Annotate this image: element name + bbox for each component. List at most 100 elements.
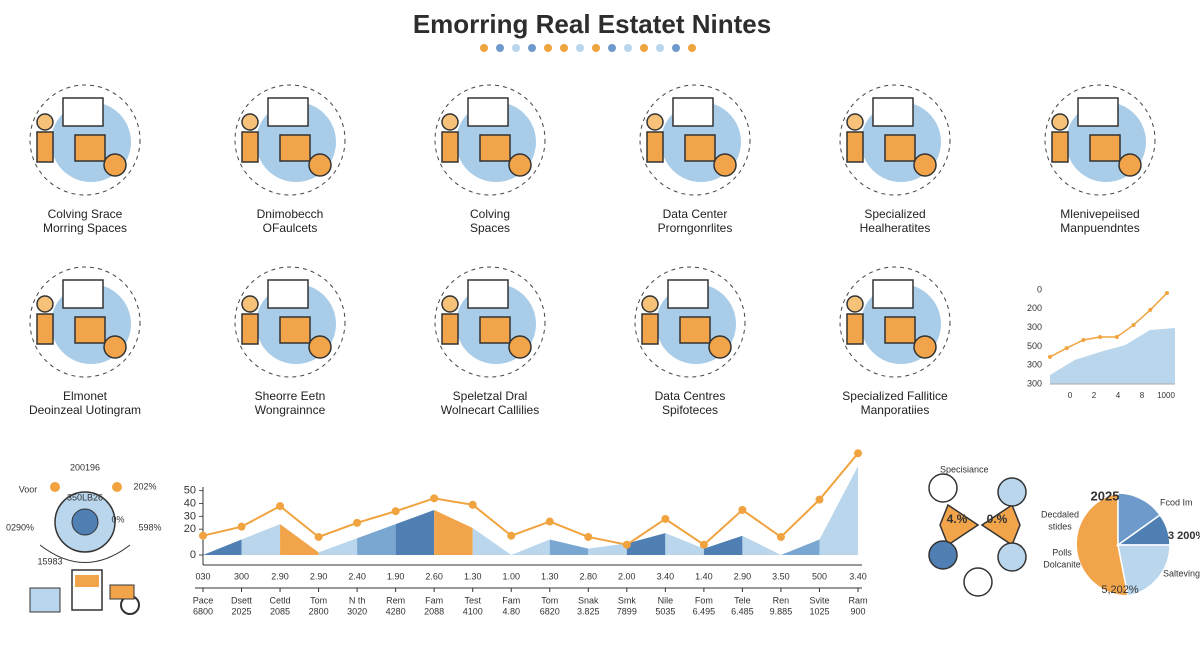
y-tick-label: 40 (184, 497, 196, 509)
category-label: 7899 (617, 606, 637, 616)
dot (496, 44, 504, 52)
node (50, 482, 60, 492)
area-segment (472, 527, 512, 555)
x-tick-label: 1.30 (541, 571, 559, 581)
dashed-ring (839, 84, 951, 196)
box (679, 316, 711, 344)
x-tick-label: 2.00 (618, 571, 636, 581)
hub-core (71, 508, 99, 536)
icon-label: Specialized (864, 207, 925, 221)
x-tick-label: 030 (195, 571, 210, 581)
dot (512, 44, 520, 52)
pie-label: 2025 (1091, 488, 1120, 503)
y-tick-label: 50 (184, 485, 196, 497)
category-label: 900 (850, 606, 865, 616)
dot (480, 44, 488, 52)
person-head (441, 295, 459, 313)
category-label: 5035 (655, 606, 675, 616)
person-head (36, 295, 54, 313)
point (507, 531, 516, 540)
person-body (36, 313, 54, 345)
x-tick-label: 4 (1116, 391, 1121, 400)
icon-label: Morring Spaces (43, 221, 127, 235)
icon-circle (997, 477, 1027, 507)
box (1089, 134, 1121, 162)
area-segment (703, 535, 743, 555)
title: Emorring Real Estatet Nintes (413, 9, 771, 39)
x-tick-label: 2.80 (580, 571, 598, 581)
point (776, 532, 785, 541)
dot (688, 44, 696, 52)
left-label: 202% (133, 481, 156, 491)
category-label: 4.80 (502, 606, 520, 616)
point (1048, 354, 1052, 359)
dot (544, 44, 552, 52)
category-label: 9.885 (770, 606, 793, 616)
screen (62, 97, 104, 127)
person-head (441, 113, 459, 131)
screen (1077, 97, 1119, 127)
category-label: 2088 (424, 606, 444, 616)
pie-label: 3 200% (1168, 530, 1200, 542)
category-label: 6820 (540, 606, 560, 616)
point (430, 494, 439, 503)
category-label: Fom (695, 595, 713, 605)
area-segment (280, 524, 319, 555)
pie-label: stides (1048, 521, 1072, 531)
icon-label: Prorngonrlites (658, 221, 733, 235)
dot (576, 44, 584, 52)
y-tick-label: 500 (1027, 341, 1042, 351)
screen (467, 97, 509, 127)
box (884, 134, 916, 162)
dot (624, 44, 632, 52)
category-label: 2025 (232, 606, 252, 616)
dot (608, 44, 616, 52)
left-label: 350LB26 (67, 492, 103, 502)
x-tick-label: 2.60 (425, 571, 443, 581)
category-label: 3020 (347, 606, 367, 616)
person-head (241, 113, 259, 131)
coin (708, 335, 732, 359)
left-label: 15983 (37, 556, 62, 566)
dashed-ring (639, 84, 751, 196)
icon-label: Colving Srace (48, 207, 123, 221)
x-tick-label: 3.40 (849, 571, 867, 581)
person-head (641, 295, 659, 313)
dashed-ring (29, 266, 141, 378)
screen (872, 279, 914, 309)
y-tick-label: 0 (190, 549, 196, 561)
y-tick-label: 300 (1027, 360, 1042, 370)
person-body (646, 131, 664, 163)
box (884, 316, 916, 344)
point (391, 507, 400, 516)
dashed-ring (434, 84, 546, 196)
screen (267, 279, 309, 309)
y-tick-label: 300 (1027, 378, 1042, 388)
pie (1075, 492, 1171, 597)
pie-label: 4.% (947, 512, 968, 526)
pie-slice (1117, 544, 1171, 597)
pie-label: 5,202% (1101, 584, 1139, 596)
person-body (1051, 131, 1069, 163)
person-body (846, 313, 864, 345)
coin (508, 335, 532, 359)
icon-circle (963, 567, 993, 597)
icon-circle (997, 542, 1027, 572)
category-label: Cetld (270, 595, 291, 605)
category-label: 1025 (809, 606, 829, 616)
point (622, 540, 631, 549)
petal (980, 503, 1021, 547)
point (1131, 322, 1136, 327)
pie-label: Salteving (1163, 568, 1200, 578)
icon-label: Spaces (470, 221, 510, 235)
category-label: N th (349, 595, 366, 605)
icon-label: Data Centres (655, 389, 726, 403)
icon-label: Manpuendntes (1060, 221, 1139, 235)
point (584, 532, 593, 541)
